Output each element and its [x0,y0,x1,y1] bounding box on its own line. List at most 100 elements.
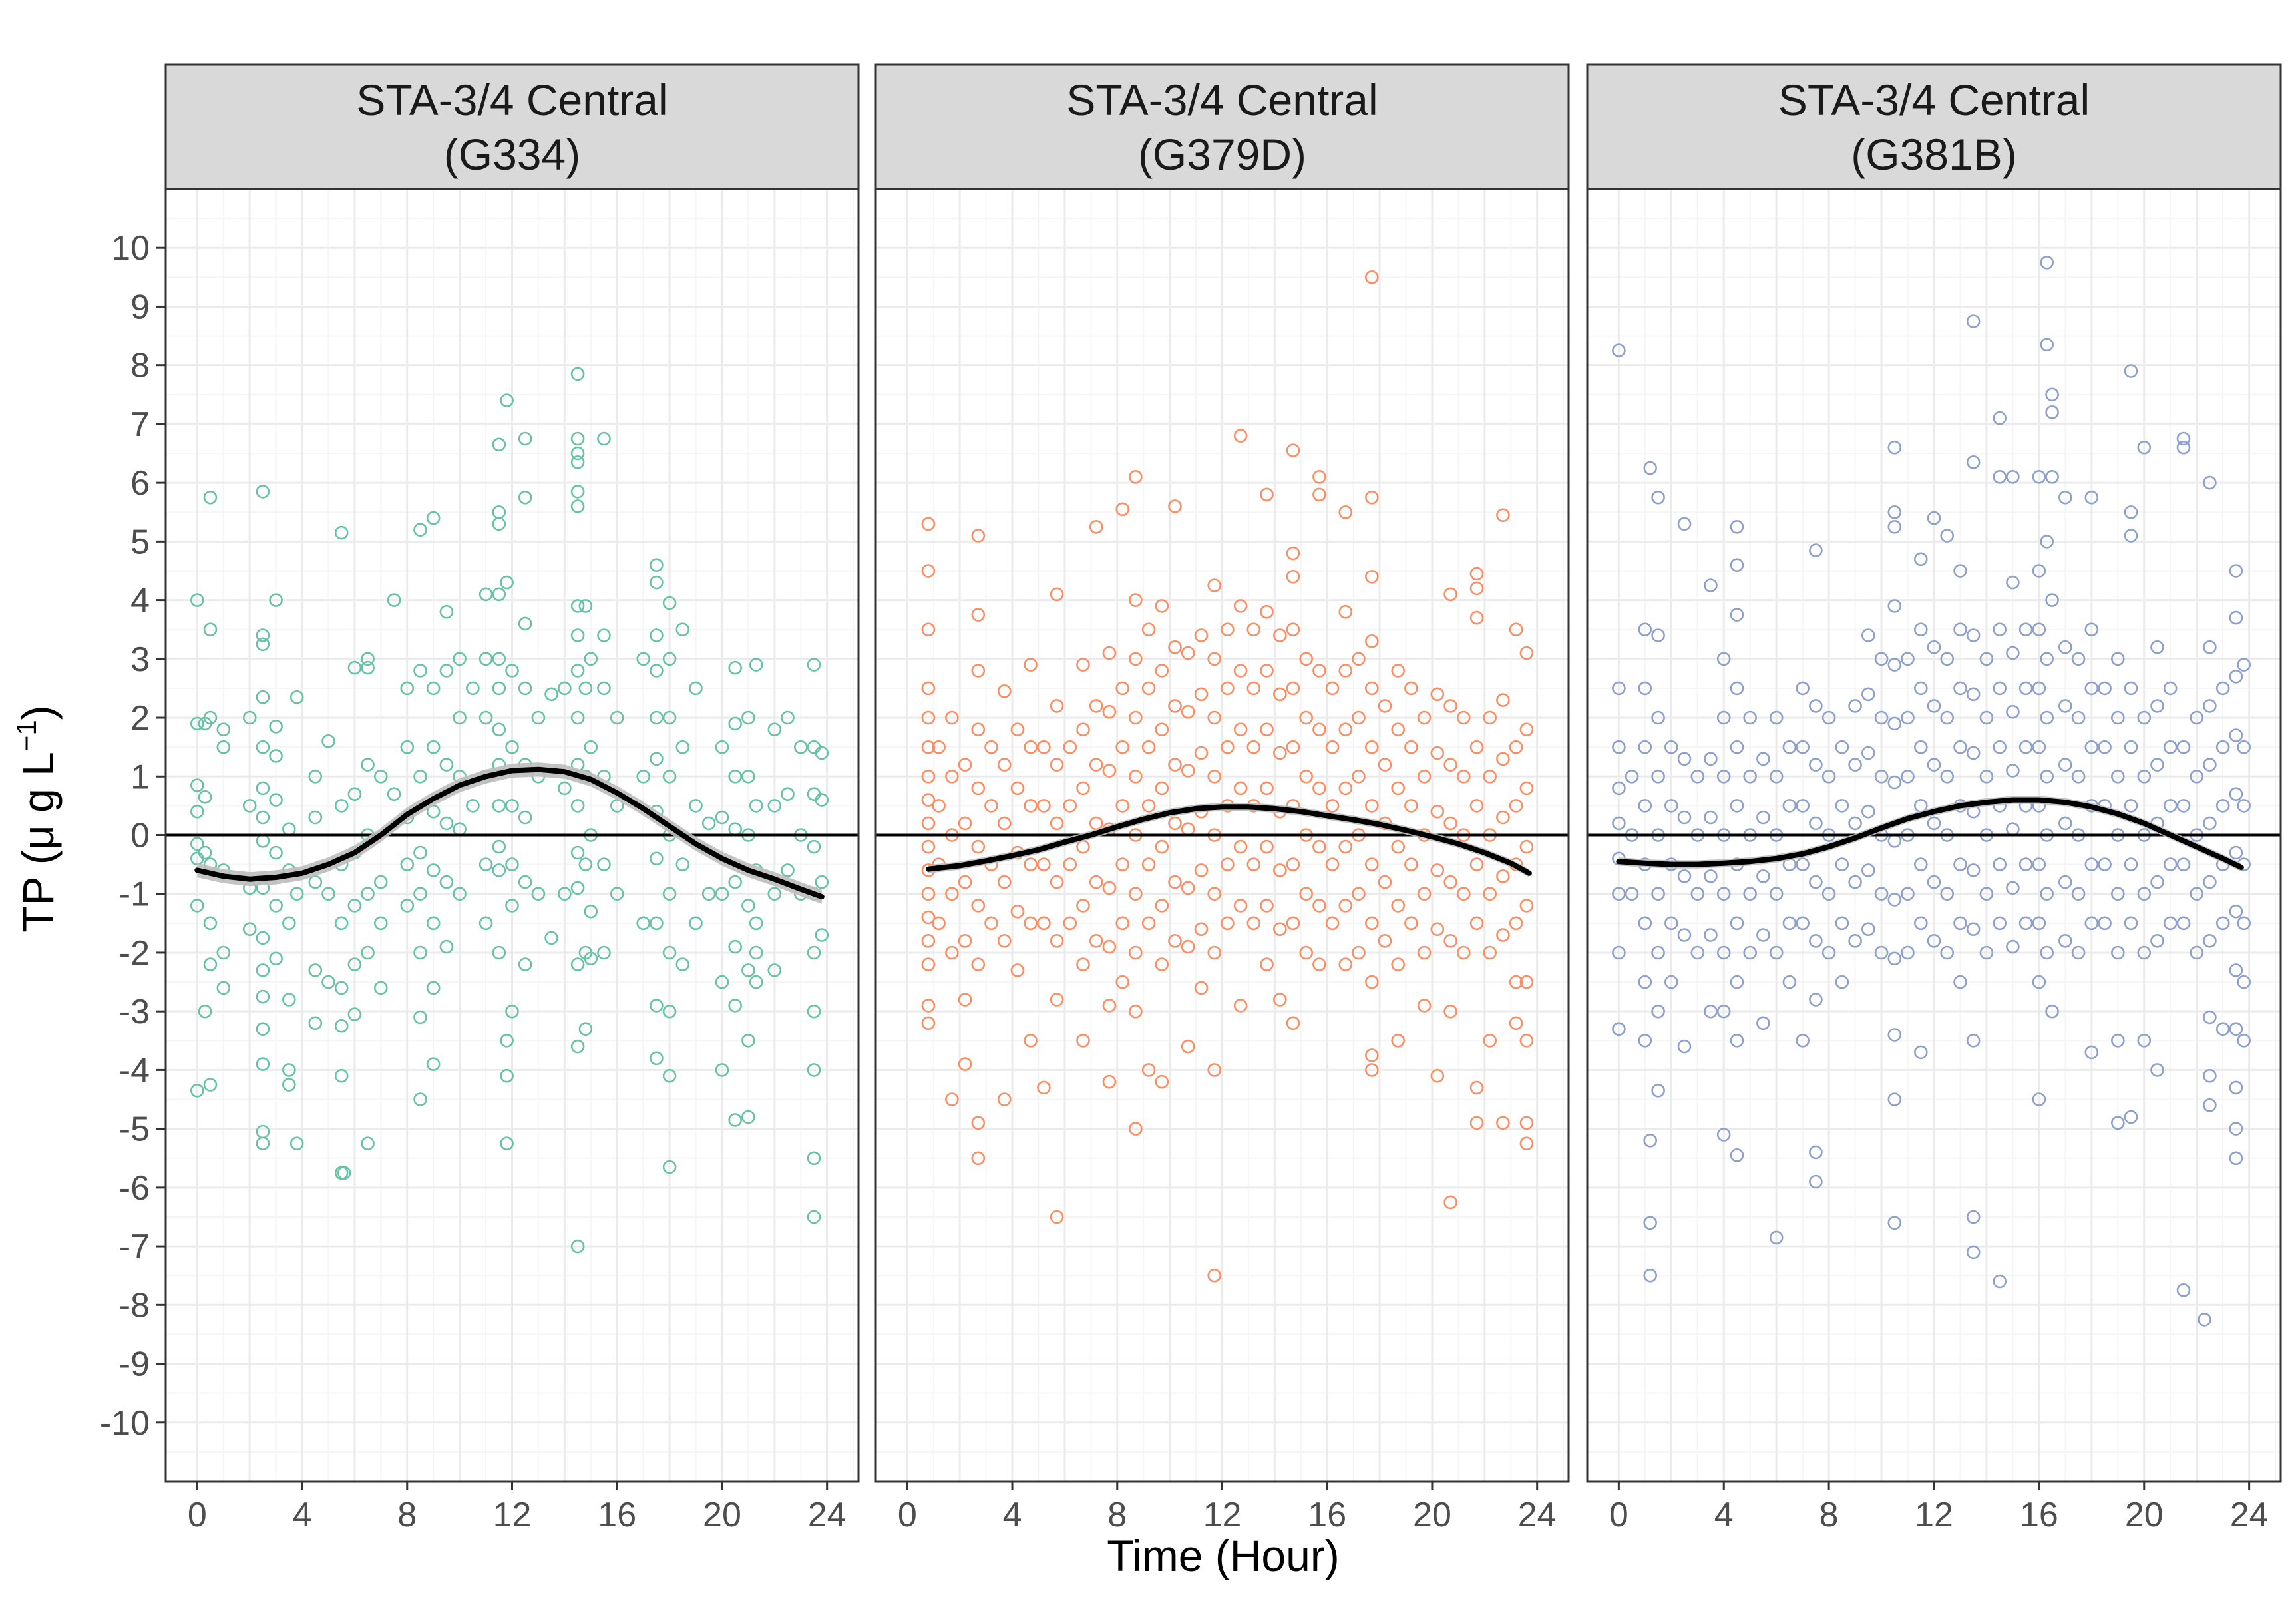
data-point [1404,681,1418,696]
data-point [1141,622,1156,637]
data-point [1612,887,1626,901]
data-point [1221,681,1235,696]
data-point [1168,699,1182,713]
data-point [1769,887,1784,901]
data-point [2045,387,2059,402]
data-point [2124,505,2138,519]
data-point [728,770,742,784]
data-point [815,928,829,942]
data-point [1782,740,1797,754]
data-point [1194,746,1209,760]
data-point [544,687,558,702]
data-point [1664,916,1678,931]
data-point [945,710,959,725]
data-point [1050,699,1064,713]
data-point [675,957,690,971]
data-point [216,945,231,960]
data-point [1966,1210,1981,1224]
data-point [1940,770,1954,784]
data-point [413,887,427,901]
y-tick-label: -2 [119,934,150,973]
data-point [1677,1039,1692,1054]
data-point [741,963,755,977]
data-point [2032,740,2046,754]
data-point [466,799,480,813]
data-point [815,793,829,807]
data-point [337,1166,351,1180]
data-point [2032,564,2046,578]
data-point [1115,857,1129,871]
data-point [2176,916,2191,931]
data-point [570,845,585,860]
data-point [1260,722,1274,736]
data-point [2203,816,2217,831]
facet-panel-1: STA-3/4 Central (G334) 0 4 8 12 16 20 24 [164,63,860,1534]
facet-strip-line: STA-3/4 Central [356,75,668,124]
data-point [2006,881,2020,895]
data-point [1115,799,1129,813]
data-point [1979,770,1994,784]
data-point [190,1084,204,1098]
data-point [741,899,755,913]
data-point [1024,658,1038,672]
data-point [1352,887,1366,901]
data-point [373,875,388,889]
data-point [413,770,427,784]
data-point [1260,487,1274,502]
data-point [478,652,493,666]
data-point [921,910,936,925]
data-point [1141,681,1156,696]
data-point [1782,916,1797,931]
data-point [426,863,441,877]
data-point [1443,1004,1457,1019]
data-point [2190,945,2203,960]
data-point [1993,681,2007,696]
data-point [767,799,782,813]
data-point [1496,508,1510,523]
data-point [689,681,703,696]
data-point [1887,505,1902,519]
data-point [1207,578,1221,592]
facet-strip-line: STA-3/4 Central [1066,75,1378,124]
data-point [439,604,454,619]
data-point [1638,1034,1652,1048]
y-tick-label: -9 [119,1345,150,1384]
y-tick-label: -1 [119,875,150,914]
data-point [728,875,742,889]
data-point [1901,945,1915,960]
data-point [1338,722,1353,736]
data-point [216,722,231,736]
data-point [1469,1080,1484,1095]
data-point [1273,993,1287,1007]
data-point [2032,681,2046,696]
data-point [282,916,296,931]
data-point [1690,770,1705,784]
data-point [570,485,585,499]
y-tick-label: 3 [130,640,150,679]
data-point [1246,681,1261,696]
smooth-trend-line [1616,797,2244,870]
data-point [1509,916,1523,931]
data-point [203,622,218,637]
data-point [2071,945,2086,960]
data-point [1207,1063,1221,1077]
data-point [662,1068,677,1083]
data-point [1181,764,1195,778]
data-point [373,916,388,931]
data-point [1299,710,1313,725]
data-point [361,758,375,772]
data-point [2032,622,2046,637]
data-point [650,575,664,590]
data-point [1443,699,1457,713]
data-point [1312,469,1326,484]
data-point [478,587,493,602]
data-point [1417,887,1432,901]
data-point [584,904,598,919]
data-point [2111,887,2125,901]
data-point [1483,770,1497,784]
data-point [1901,887,1915,901]
data-point [321,975,335,989]
data-point [1651,628,1665,642]
data-point [1509,1016,1523,1030]
data-point [1010,963,1025,977]
